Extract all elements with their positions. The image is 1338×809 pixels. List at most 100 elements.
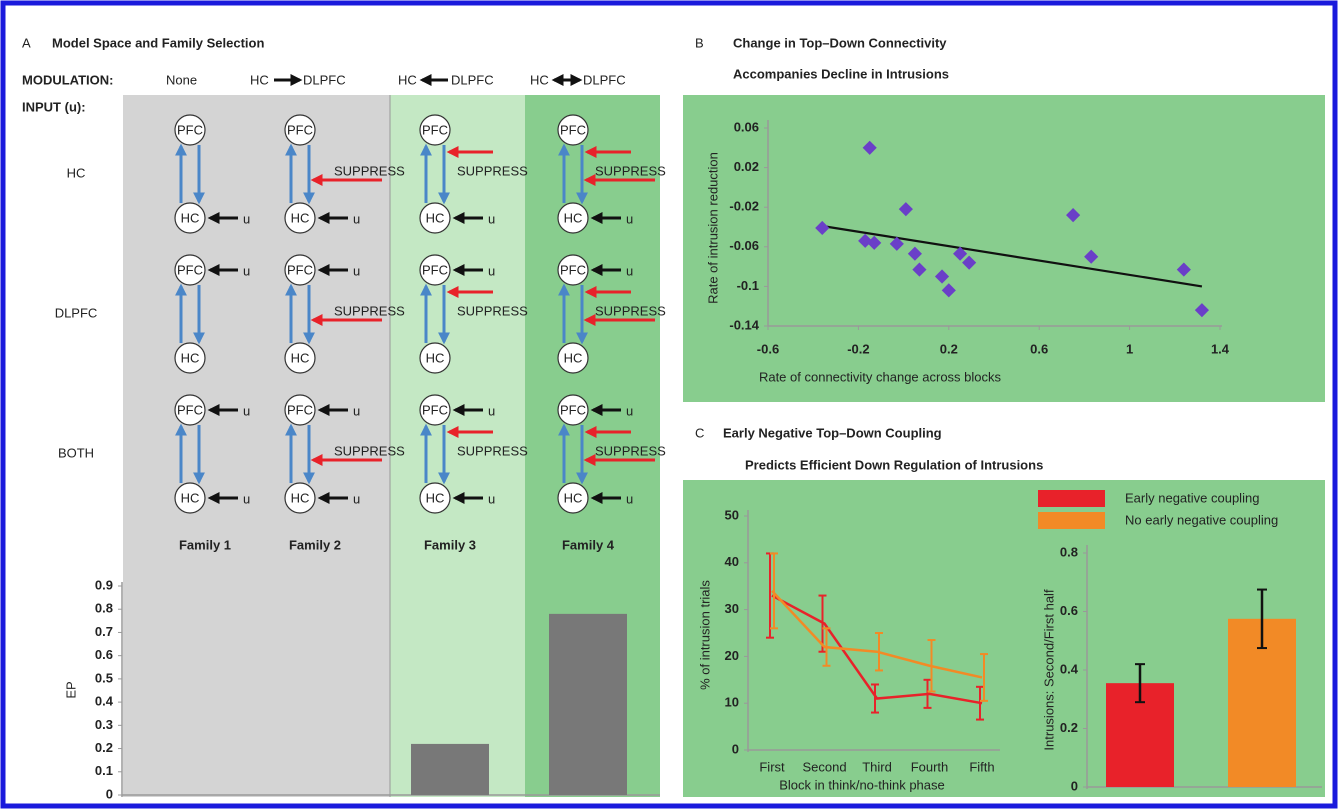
node-label: PFC: [287, 122, 313, 137]
y-tick-label: 40: [725, 554, 739, 569]
suppress-label: SUPPRESS: [457, 303, 528, 318]
node-label: HC: [564, 210, 583, 225]
node: [419, 202, 451, 234]
y-tick-label: 0.6: [95, 647, 113, 662]
node: [284, 482, 316, 514]
node-label: PFC: [560, 402, 586, 417]
scatter-point: [1194, 303, 1209, 318]
input-label: INPUT (u):: [22, 99, 86, 114]
legend-swatch: [1038, 490, 1105, 507]
node: [557, 394, 589, 426]
y-tick-label: 0.9: [95, 577, 113, 592]
y-tick-label: 0.4: [1060, 661, 1079, 676]
modulation-from: HC: [250, 72, 269, 87]
panel-letter: B: [695, 35, 704, 50]
node-label: HC: [426, 210, 445, 225]
y-tick-label: 0.02: [734, 159, 759, 174]
scatter-point: [1066, 208, 1081, 223]
input-marker: u: [243, 211, 250, 226]
node: [284, 202, 316, 234]
x-tick-label: Fifth: [969, 759, 994, 774]
input-marker: u: [353, 403, 360, 418]
node: [419, 342, 451, 374]
input-marker: u: [488, 403, 495, 418]
node-label: PFC: [177, 262, 203, 277]
input-marker: u: [626, 403, 633, 418]
node-label: HC: [564, 350, 583, 365]
x-tick-label: Third: [862, 759, 892, 774]
x-tick-label: Family 4: [562, 537, 615, 552]
y-axis-label: EP: [63, 681, 78, 698]
scatter-point: [941, 283, 956, 298]
panel-title: Model Space and Family Selection: [52, 35, 264, 50]
y-tick-label: 0.4: [95, 694, 114, 709]
node-label: PFC: [177, 122, 203, 137]
suppress-label: SUPPRESS: [457, 163, 528, 178]
node: [174, 202, 206, 234]
x-tick-label: 0.2: [940, 341, 958, 356]
y-tick-label: 0.7: [95, 624, 113, 639]
input-marker: u: [243, 491, 250, 506]
panel-b-background: [683, 95, 1325, 402]
y-tick-label: -0.1: [737, 278, 759, 293]
suppress-label: SUPPRESS: [595, 443, 666, 458]
legend-label: No early negative coupling: [1125, 512, 1278, 527]
series-line: [771, 594, 983, 705]
y-tick-label: 0.8: [1060, 544, 1078, 559]
modulation: None: [166, 72, 197, 87]
y-tick-label: 0.06: [734, 119, 759, 134]
node: [284, 394, 316, 426]
x-axis-label: Block in think/no-think phase: [779, 777, 944, 792]
node-label: HC: [181, 210, 200, 225]
scatter-point: [934, 269, 950, 284]
suppress-label: SUPPRESS: [334, 443, 405, 458]
node: [174, 254, 206, 286]
y-tick-label: 0: [732, 741, 739, 756]
panel-title: Predicts Efficient Down Regulation of In…: [745, 457, 1043, 472]
x-tick-label: First: [759, 759, 785, 774]
input-row-label: BOTH: [58, 445, 94, 460]
y-tick-label: 0.2: [95, 740, 113, 755]
y-tick-label: 0.8: [95, 601, 113, 616]
y-tick-label: 0.6: [1060, 603, 1078, 618]
node: [174, 342, 206, 374]
scatter-point: [862, 140, 877, 155]
y-tick-label: 0.1: [95, 763, 113, 778]
x-tick-label: Family 1: [179, 537, 231, 552]
node: [284, 114, 316, 146]
panel-title: Early Negative Top–Down Coupling: [723, 425, 942, 440]
node: [557, 254, 589, 286]
node-label: PFC: [422, 402, 448, 417]
scatter-point: [815, 220, 830, 236]
modulation-label: MODULATION:: [22, 72, 113, 87]
node: [174, 482, 206, 514]
node: [284, 342, 316, 374]
modulation-to: DLPFC: [303, 72, 346, 87]
scatter-point: [867, 235, 882, 250]
node-label: HC: [291, 350, 310, 365]
node: [557, 114, 589, 146]
node: [174, 394, 206, 426]
y-tick-label: 0: [106, 786, 113, 801]
y-axis-label: Intrusions: Second/First half: [1041, 589, 1056, 751]
legend-label: Early negative coupling: [1125, 490, 1259, 505]
node: [419, 254, 451, 286]
input-marker: u: [626, 263, 633, 278]
y-tick-label: 20: [725, 648, 739, 663]
y-tick-label: -0.06: [729, 238, 759, 253]
panel-title: Change in Top–Down Connectivity: [733, 35, 947, 50]
node-label: HC: [426, 490, 445, 505]
node-label: PFC: [422, 122, 448, 137]
node: [174, 114, 206, 146]
input-marker: u: [488, 211, 495, 226]
suppress-label: SUPPRESS: [334, 163, 405, 178]
x-tick-label: -0.6: [757, 341, 779, 356]
node: [284, 254, 316, 286]
modulation-to: DLPFC: [451, 72, 494, 87]
node-label: HC: [564, 490, 583, 505]
y-axis-label: % of intrusion trials: [697, 580, 712, 690]
node-label: PFC: [287, 262, 313, 277]
